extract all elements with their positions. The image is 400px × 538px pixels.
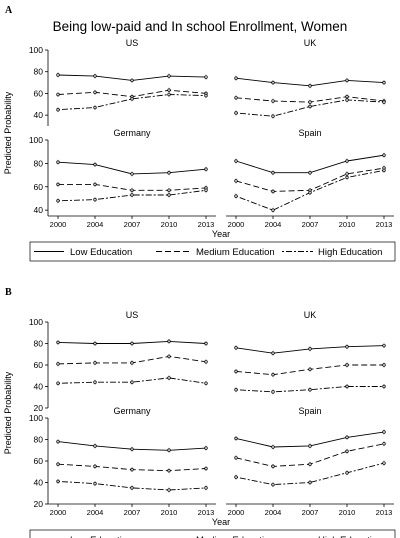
panel-a-facet-germany-title: Germany	[113, 128, 151, 138]
panel-a-y-axis-label: Predicted Probability	[3, 91, 13, 174]
panel-b-legend-label-solid: Low Education	[70, 535, 132, 538]
panel-label-b: B	[5, 287, 12, 298]
panel-a-facet-germany-line-dashdot	[57, 189, 207, 202]
panel-b-facet-germany-y-tick-label: 20	[34, 499, 44, 509]
panel-b-facet-germany-x-tick-label: 2007	[124, 508, 141, 517]
panel-a-facet-spain-x-tick-label: 2010	[339, 220, 356, 229]
panel-b-facet-germany-line-dashdot	[57, 480, 207, 491]
panel-a-facet-germany-x-tick-label: 2010	[161, 220, 178, 229]
panel-a-facet-spain-line-solid	[235, 154, 385, 174]
panel-b-facet-us-line-dashdot	[57, 377, 207, 384]
panel-a-facet-spain-x-tick-label: 2013	[376, 220, 393, 229]
panel-b-facet-spain-x-tick-label: 2000	[228, 508, 245, 517]
panel-b-facet-us-y-tick-label: 20	[34, 403, 44, 413]
panel-b-facet-uk-title: UK	[304, 310, 317, 320]
panel-b-facet-germany-y-tick-label: 60	[34, 456, 44, 466]
panel-b-facet-germany-title: Germany	[113, 406, 151, 416]
panel-b-legend-label-dashed: Medium Education	[196, 535, 275, 538]
panel-b-legend-label-dashdot: High Education	[318, 535, 382, 538]
panel-b-facet-uk-line-dashdot	[235, 386, 384, 393]
panel-a-facet-spain-x-tick-label: 2004	[265, 220, 282, 229]
panel-a-facet-us-y-tick-label: 40	[34, 110, 44, 120]
panel-b-legend-box	[29, 529, 396, 538]
panel-b-facet-germany-y-tick-label: 80	[34, 435, 44, 445]
panel-b-facet-us-title: US	[126, 310, 139, 320]
panel-a-facet-spain-x-tick-label: 2007	[302, 220, 319, 229]
panel-b-facet-germany-x-tick-label: 2013	[198, 508, 215, 517]
panel-b-facet-germany-x-tick-label: 2000	[50, 508, 67, 517]
panel-a-facet-spain-x-tick-label: 2000	[228, 220, 245, 229]
panel-b-facet-spain-line-dashdot	[235, 462, 385, 486]
panel-b-x-axis-label: Year	[212, 517, 230, 527]
panel-a-facet-germany-x-tick-label: 2000	[50, 220, 67, 229]
panel-b-facet-us-y-tick-label: 100	[29, 317, 43, 327]
panel-a-facet-germany-y-tick-label: 80	[34, 158, 44, 168]
panel-b-facet-spain-title: Spain	[298, 406, 321, 416]
panel-a-facet-germany-y-tick-label: 60	[34, 182, 44, 192]
panel-b-y-axis-label: Predicted Probability	[3, 371, 13, 454]
panel-a-facet-us-line-dashdot	[57, 94, 207, 111]
panel-a-facet-germany-x-tick-label: 2013	[198, 220, 215, 229]
panel-a-facet-us-y-tick-label: 60	[34, 88, 44, 98]
panel-a-facet-germany-x-tick-label: 2004	[87, 220, 104, 229]
panel-b-facet-germany-y-tick-label: 100	[29, 413, 43, 423]
panel-a-facet-us-y-tick-label: 80	[34, 67, 44, 77]
panel-b-facet-spain-x-tick-label: 2004	[265, 508, 282, 517]
panel-b-facet-us-y-tick-label: 40	[34, 382, 44, 392]
panel-a-legend-label-solid: Low Education	[70, 247, 132, 258]
chart-title: Being low-paid and In school Enrollment,…	[53, 19, 348, 34]
panel-a-x-axis-label: Year	[212, 229, 230, 239]
panel-a-facet-uk-title: UK	[304, 38, 317, 48]
panel-a-facet-germany-y-tick-label: 40	[34, 205, 44, 215]
panel-b-facet-germany-x-tick-label: 2004	[87, 508, 104, 517]
panel-a-facet-uk-line-dashdot	[235, 99, 385, 117]
panel-a-facet-spain-title: Spain	[298, 128, 321, 138]
panel-a-facet-germany-x-tick-label: 2007	[124, 220, 141, 229]
panel-a-legend-label-dashed: Medium Education	[196, 247, 275, 258]
panel-a-facet-germany-y-tick-label: 100	[29, 135, 43, 145]
panel-b-facet-us-y-tick-label: 80	[34, 339, 44, 349]
panel-b-facet-spain-x-tick-label: 2010	[339, 508, 356, 517]
panel-b-facet-spain-x-tick-label: 2013	[376, 508, 393, 517]
panel-label-a: A	[5, 5, 13, 16]
panel-b-facet-germany-x-tick-label: 2010	[161, 508, 178, 517]
panel-a-legend-box	[29, 241, 396, 262]
panel-a-facet-us-title: US	[126, 38, 139, 48]
panel-b-facet-germany-y-tick-label: 40	[34, 478, 44, 488]
panel-b-facet-spain-x-tick-label: 2007	[302, 508, 319, 517]
panel-b-facet-us-y-tick-label: 60	[34, 360, 44, 370]
panel-a-legend-label-dashdot: High Education	[318, 247, 382, 258]
panel-a-facet-us-y-tick-label: 100	[29, 45, 43, 55]
